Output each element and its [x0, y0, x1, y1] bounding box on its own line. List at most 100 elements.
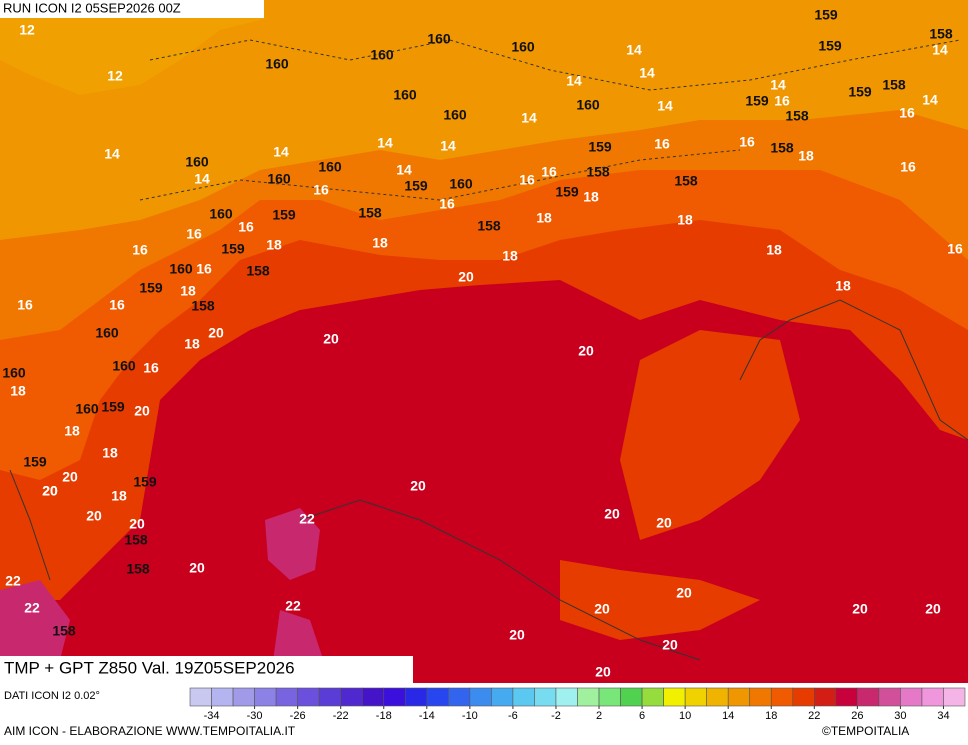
map-label: 159: [101, 399, 125, 415]
color-swatch: [598, 687, 621, 707]
map-label: 20: [208, 325, 224, 341]
run-label: RUN ICON I2 05SEP2026 00Z: [3, 0, 181, 15]
color-swatch: [749, 687, 772, 707]
map-label: 14: [273, 144, 289, 160]
map-label: 16: [143, 360, 159, 376]
map-label: 18: [266, 237, 282, 253]
colorbar-tick-label: -14: [419, 710, 435, 722]
map-label: 160: [318, 159, 342, 175]
color-swatch: [469, 687, 492, 707]
map-label: 16: [17, 297, 33, 313]
map-label: 14: [194, 171, 210, 187]
map-label: 20: [42, 483, 58, 499]
color-swatch: [555, 687, 578, 707]
map-label: 158: [124, 532, 148, 548]
map-label: 16: [109, 297, 125, 313]
run-box: [0, 0, 264, 18]
map-label: 22: [5, 573, 21, 589]
map-label: 18: [184, 336, 200, 352]
map-label: 158: [785, 108, 809, 124]
map-label: 16: [439, 196, 455, 212]
map-label: 160: [169, 261, 193, 277]
map-label: 160: [112, 358, 136, 374]
map-label: 14: [440, 138, 456, 154]
colorbar-tick-label: 22: [808, 710, 820, 722]
map-label: 18: [502, 248, 518, 264]
color-swatch: [943, 687, 966, 707]
map-label: 16: [238, 219, 254, 235]
map-label: 20: [656, 515, 672, 531]
color-swatch: [900, 687, 923, 707]
map-label: 22: [24, 600, 40, 616]
map-label: 158: [674, 173, 698, 189]
data-source: DATI ICON I2 0.02°: [4, 690, 100, 702]
field-12: [0, 18, 268, 95]
color-swatch: [404, 687, 428, 707]
map-label: 160: [576, 97, 600, 113]
map-label: 16: [899, 105, 915, 121]
map-label: 159: [139, 280, 163, 296]
color-swatch: [921, 687, 944, 707]
map-label: 12: [19, 22, 35, 38]
map-label: 159: [272, 207, 296, 223]
color-swatch: [577, 687, 600, 707]
map-label: 22: [299, 511, 315, 527]
copyright: ©TEMPOITALIA: [822, 724, 909, 738]
map-label: 20: [86, 508, 102, 524]
color-swatch: [857, 687, 880, 707]
color-swatch: [491, 687, 514, 707]
color-swatch: [211, 687, 234, 707]
map-label: 160: [75, 401, 99, 417]
map-label: 16: [519, 172, 535, 188]
color-swatch: [814, 687, 837, 707]
map-label: 14: [396, 162, 412, 178]
map-label: 18: [583, 189, 599, 205]
map-label: 160: [511, 39, 535, 55]
map-label: 20: [134, 403, 150, 419]
map-label: 158: [770, 140, 794, 156]
map-label: 18: [835, 278, 851, 294]
color-swatch: [512, 687, 535, 707]
map-label: 14: [521, 110, 537, 126]
map-label: 16: [196, 261, 212, 277]
map-label: 20: [578, 343, 594, 359]
map-label: 22: [285, 598, 301, 614]
colorbar-tick-label: 18: [765, 710, 777, 722]
color-swatch: [297, 687, 320, 707]
map-label: 18: [102, 445, 118, 461]
map-label: 20: [323, 331, 339, 347]
color-swatch: [663, 687, 686, 707]
colorbar-tick-label: 30: [894, 710, 906, 722]
map-label: 20: [662, 637, 678, 653]
map-label: 14: [626, 42, 642, 58]
map-label: 18: [798, 148, 814, 164]
map-label: 18: [64, 423, 80, 439]
color-swatch: [426, 687, 449, 707]
colorbar-tick-label: -30: [247, 710, 263, 722]
map-label: 18: [536, 210, 552, 226]
map-label: 18: [180, 283, 196, 299]
map-label: 159: [745, 93, 769, 109]
map-label: 20: [458, 269, 474, 285]
color-swatch: [684, 687, 707, 707]
map-label: 20: [42, 483, 58, 499]
map-label: 158: [52, 623, 76, 639]
coastline: [9, 299, 968, 661]
color-swatch: [254, 687, 277, 707]
map-label: 14: [639, 65, 655, 81]
color-swatch: [878, 687, 901, 707]
map-label: 14: [657, 98, 673, 114]
map-label: 158: [882, 77, 906, 93]
map-label: 160: [443, 107, 467, 123]
map-label: 158: [358, 205, 382, 221]
map-label: 20: [595, 664, 611, 680]
colorbar-tick-label: -10: [462, 710, 478, 722]
colorbar-tick-label: -18: [376, 710, 392, 722]
colorbar-tick-label: 10: [679, 710, 691, 722]
color-swatch: [620, 687, 643, 707]
map-label: 20: [594, 601, 610, 617]
map-label: 16: [541, 164, 557, 180]
map-label: 16: [313, 182, 329, 198]
map-label: 160: [267, 171, 291, 187]
